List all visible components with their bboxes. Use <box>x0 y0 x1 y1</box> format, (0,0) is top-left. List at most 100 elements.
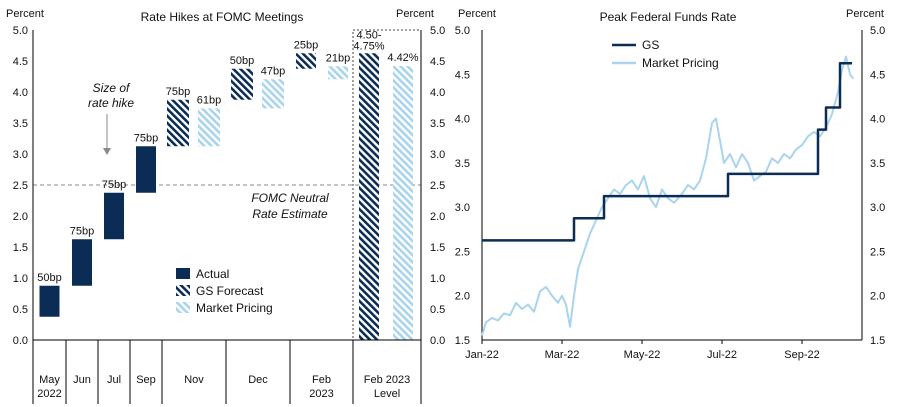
right-legend: GS Market Pricing <box>612 38 719 70</box>
bar-value-label: 61bp <box>197 94 221 106</box>
left-ytick-label-right: 4.0 <box>430 87 445 99</box>
bar-actual <box>39 285 60 317</box>
left-chart-xaxis: May 2022 Jun Jul Sep Nov Dec Feb 2023 Feb 2023 Lev… <box>32 30 422 404</box>
left-ytick-label-right: 3.5 <box>430 118 445 130</box>
left-category-label: Feb 2023 <box>364 374 410 386</box>
legend-gs-forecast: GS Forecast <box>196 284 264 298</box>
left-category-label: Nov <box>184 374 204 386</box>
legend-market: Market Pricing <box>642 56 719 70</box>
annotation-line1: Size of <box>93 81 131 95</box>
right-chart-ylabel-left: Percent <box>458 8 496 20</box>
right-ytick-label: 1.5 <box>455 335 470 347</box>
left-category-label: May <box>39 374 60 386</box>
right-ytick-label-right: 4.5 <box>870 69 885 81</box>
legend-gs: GS <box>642 38 659 52</box>
bar-market-pricing <box>262 79 284 109</box>
left-ytick-label: 2.0 <box>13 211 28 223</box>
left-ytick-label: 5.0 <box>13 25 28 37</box>
left-ytick-label-right: 3.0 <box>430 149 445 161</box>
left-chart-yticks: 0.0 0.0 0.5 0.5 1.0 1.0 1.5 1.5 2.0 2.0 2.5 2.5 3.0 3… <box>13 25 446 347</box>
bar-value-label: 50bp <box>37 272 61 284</box>
right-xtick-label: May-22 <box>624 349 661 361</box>
right-ytick-label-right: 1.5 <box>870 335 885 347</box>
bar-value-label: 4.75% <box>353 40 384 52</box>
right-chart-axes: 1.5 1.5 2.0 2.0 2.5 2.5 3.0 3.0 3.5 3.5 4.0 4.0 4.5 4… <box>455 25 886 361</box>
right-ytick-label: 3.5 <box>455 158 470 170</box>
bar-value-label: 75bp <box>134 132 158 144</box>
neutral-rate-line1: FOMC Neutral <box>251 191 329 205</box>
left-ytick-label-right: 0.0 <box>430 335 445 347</box>
left-ytick-label: 3.5 <box>13 118 28 130</box>
bar-market-pricing <box>393 65 413 341</box>
left-chart-ylabel-left: Percent <box>6 8 44 20</box>
bar-value-label: 75bp <box>102 179 126 191</box>
annotation-line2: rate hike <box>88 96 134 110</box>
bar-market-pricing <box>198 108 220 147</box>
bar-value-label: 25bp <box>294 39 318 51</box>
bar-value-label: 4.50- <box>356 29 381 41</box>
right-ytick-label-right: 2.0 <box>870 291 885 303</box>
right-chart-title: Peak Federal Funds Rate <box>600 10 737 24</box>
left-category-sublabel: 2022 <box>37 388 61 400</box>
left-chart: Rate Hikes at FOMC Meetings Percent Perc… <box>6 8 445 404</box>
right-chart: Peak Federal Funds Rate Percent Percent … <box>455 8 886 361</box>
right-ytick-label: 4.0 <box>455 114 470 126</box>
left-ytick-label: 0.0 <box>13 335 28 347</box>
bar-gs-forecast <box>231 68 253 100</box>
right-xtick-label: Sep-22 <box>784 349 819 361</box>
right-ytick-label: 2.0 <box>455 291 470 303</box>
right-ytick-label: 2.5 <box>455 246 470 258</box>
legend-swatch-market-pricing <box>176 302 190 313</box>
left-ytick-label-right: 0.5 <box>430 304 445 316</box>
neutral-rate-label: FOMC Neutral Rate Estimate <box>251 191 329 221</box>
left-ytick-label-right: 5.0 <box>430 25 445 37</box>
bar-actual <box>104 192 124 240</box>
bar-value-label: 75bp <box>70 225 94 237</box>
bar-gs-forecast <box>167 99 189 147</box>
left-chart-bars: 50bp 75bp 75bp 75bp 75bp 50bp 25bp 4.50-4.75% 61… <box>33 29 422 341</box>
left-ytick-label: 3.0 <box>13 149 28 161</box>
left-category-sublabel: Level <box>374 388 400 400</box>
series-line-market-pricing <box>481 55 855 336</box>
right-xtick-label: Jul-22 <box>707 349 737 361</box>
size-annotation: Size of rate hike <box>88 81 134 155</box>
left-ytick-label: 1.0 <box>13 273 28 285</box>
legend-swatch-gs-forecast <box>176 285 190 296</box>
right-ytick-label: 5.0 <box>455 25 470 37</box>
bar-value-label: 4.42% <box>387 52 418 64</box>
right-ytick-label-right: 4.0 <box>870 114 885 126</box>
right-chart-ylabel-right: Percent <box>846 8 884 20</box>
bar-value-label: 21bp <box>326 52 350 64</box>
neutral-rate-line2: Rate Estimate <box>252 207 328 221</box>
right-ytick-label-right: 3.0 <box>870 202 885 214</box>
right-ytick-label-right: 5.0 <box>870 25 885 37</box>
left-ytick-label-right: 1.0 <box>430 273 445 285</box>
left-ytick-label: 0.5 <box>13 304 28 316</box>
left-ytick-label: 4.5 <box>13 56 28 68</box>
right-ytick-label-right: 2.5 <box>870 246 885 258</box>
left-category-label: Feb <box>312 374 331 386</box>
right-xtick-label: Mar-22 <box>545 349 580 361</box>
bar-value-label: 75bp <box>166 86 190 98</box>
left-category-label: Jul <box>107 374 121 386</box>
legend-market-pricing: Market Pricing <box>196 301 273 315</box>
right-ytick-label: 4.5 <box>455 69 470 81</box>
left-chart-ylabel-right: Percent <box>396 8 434 20</box>
bar-market-pricing <box>328 66 348 80</box>
bar-gs-forecast <box>296 53 316 69</box>
legend-swatch-actual <box>176 268 190 279</box>
bar-value-label: 50bp <box>230 55 254 67</box>
series-line-gs <box>482 61 852 242</box>
left-ytick-label-right: 2.5 <box>430 180 445 192</box>
annotation-arrow-head <box>103 148 111 155</box>
right-xtick-label: Jan-22 <box>465 349 499 361</box>
legend-actual: Actual <box>196 267 229 281</box>
left-ytick-label-right: 2.0 <box>430 211 445 223</box>
left-category-label: Jun <box>73 374 91 386</box>
left-chart-title: Rate Hikes at FOMC Meetings <box>141 10 304 24</box>
bar-actual <box>136 146 156 193</box>
right-chart-lines <box>481 55 855 336</box>
left-category-label: Sep <box>136 374 156 386</box>
left-category-label: Dec <box>248 374 268 386</box>
